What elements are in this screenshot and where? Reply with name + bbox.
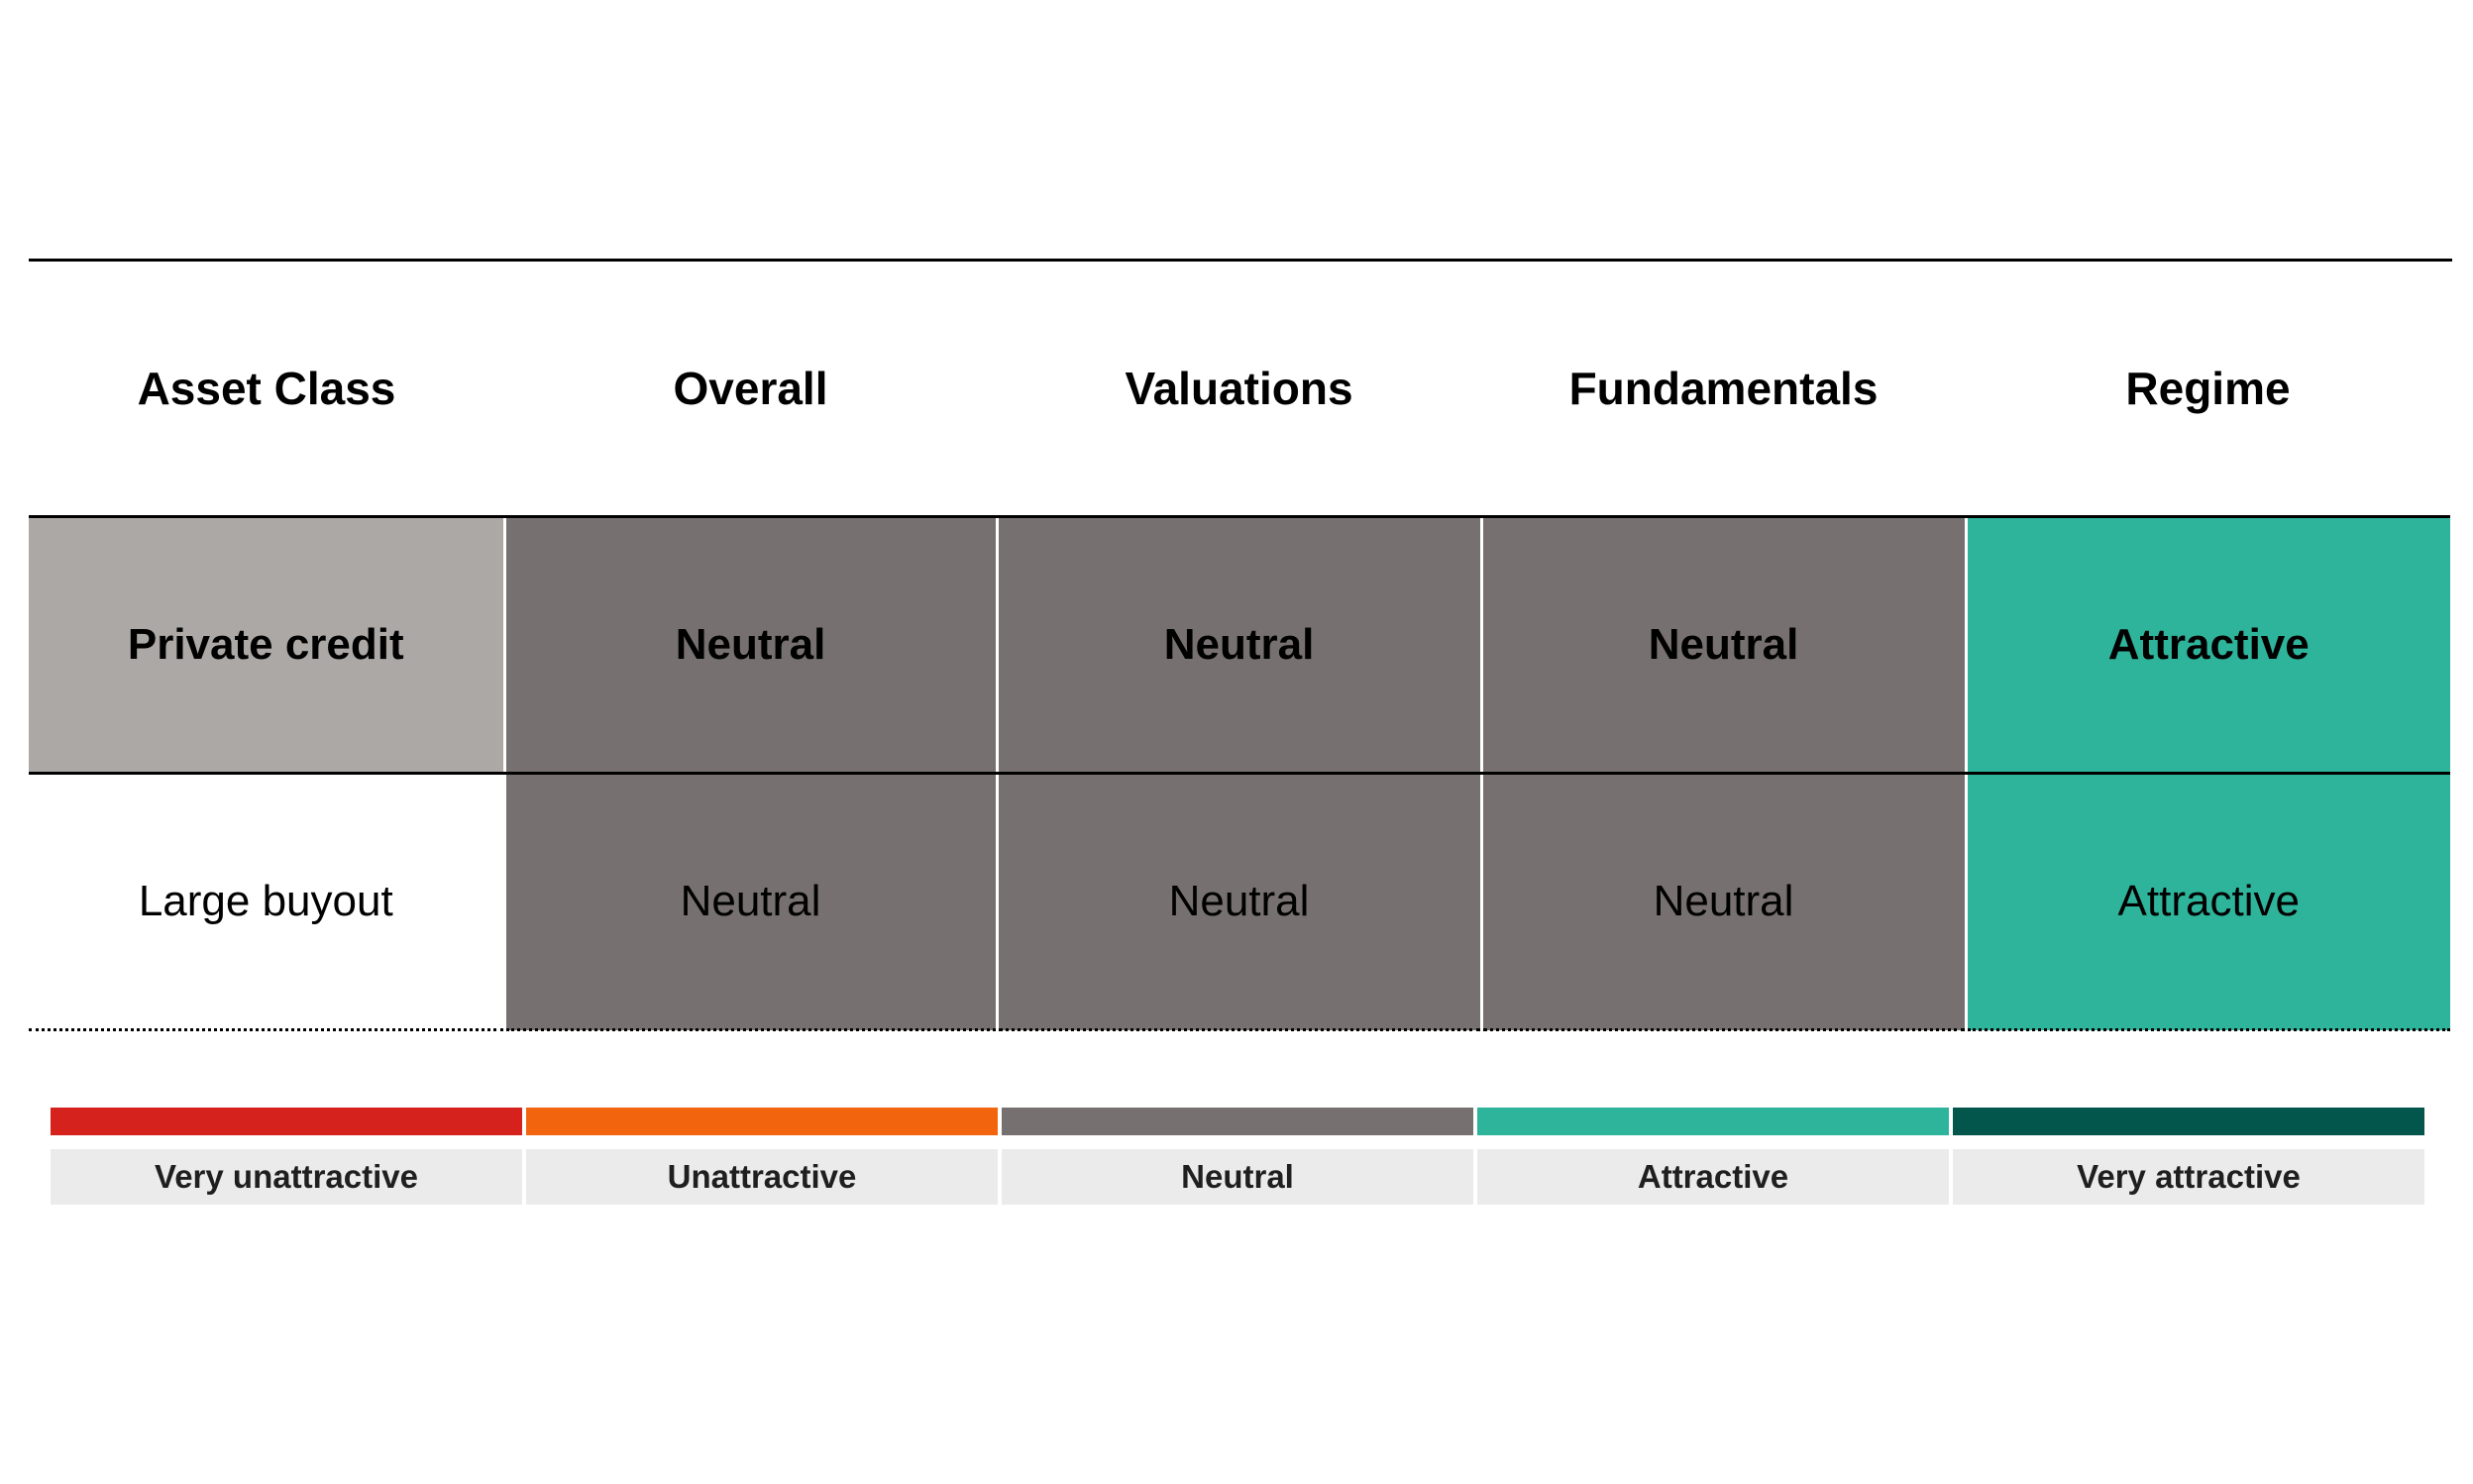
regime-cell: Attractive [1964, 773, 2450, 1031]
legend-item-unattractive: Unattractive [526, 1108, 998, 1205]
valuations-cell: Neutral [995, 773, 1481, 1031]
fundamentals-cell: Neutral [1479, 516, 1966, 775]
asset-class-cell: Large buyout [29, 773, 504, 1031]
legend-item-very-unattractive: Very unattractive [51, 1108, 522, 1205]
header-row: Asset Class Overall Valuations Fundament… [29, 262, 2450, 518]
header-overall: Overall [504, 262, 997, 518]
table-row: Large buyout Neutral Neutral Neutral Att… [29, 773, 2450, 1031]
rating-legend: Very unattractive Unattractive Neutral A… [51, 1108, 2424, 1205]
legend-label: Very attractive [1953, 1149, 2424, 1205]
top-rule [29, 259, 2452, 262]
legend-label: Attractive [1477, 1149, 1949, 1205]
legend-label: Neutral [1002, 1149, 1473, 1205]
legend-color-bar [1477, 1108, 1949, 1135]
header-valuations: Valuations [997, 262, 1481, 518]
valuations-cell: Neutral [995, 516, 1481, 775]
legend-label: Very unattractive [51, 1149, 522, 1205]
legend-color-bar [1002, 1108, 1473, 1135]
asset-class-cell: Private credit [29, 516, 504, 775]
legend-color-bar [526, 1108, 998, 1135]
legend-item-attractive: Attractive [1477, 1108, 1949, 1205]
overall-cell: Neutral [502, 516, 997, 775]
legend-item-neutral: Neutral [1002, 1108, 1473, 1205]
table-row: Private credit Neutral Neutral Neutral A… [29, 516, 2450, 775]
header-fundamentals: Fundamentals [1481, 262, 1966, 518]
header-asset-class: Asset Class [29, 262, 504, 518]
overall-cell: Neutral [502, 773, 997, 1031]
legend-color-bar [51, 1108, 522, 1135]
legend-label: Unattractive [526, 1149, 998, 1205]
fundamentals-cell: Neutral [1479, 773, 1966, 1031]
assessment-table: Asset Class Overall Valuations Fundament… [29, 262, 2450, 1031]
header-regime: Regime [1966, 262, 2450, 518]
regime-cell: Attractive [1964, 516, 2450, 775]
legend-color-bar [1953, 1108, 2424, 1135]
legend-item-very-attractive: Very attractive [1953, 1108, 2424, 1205]
